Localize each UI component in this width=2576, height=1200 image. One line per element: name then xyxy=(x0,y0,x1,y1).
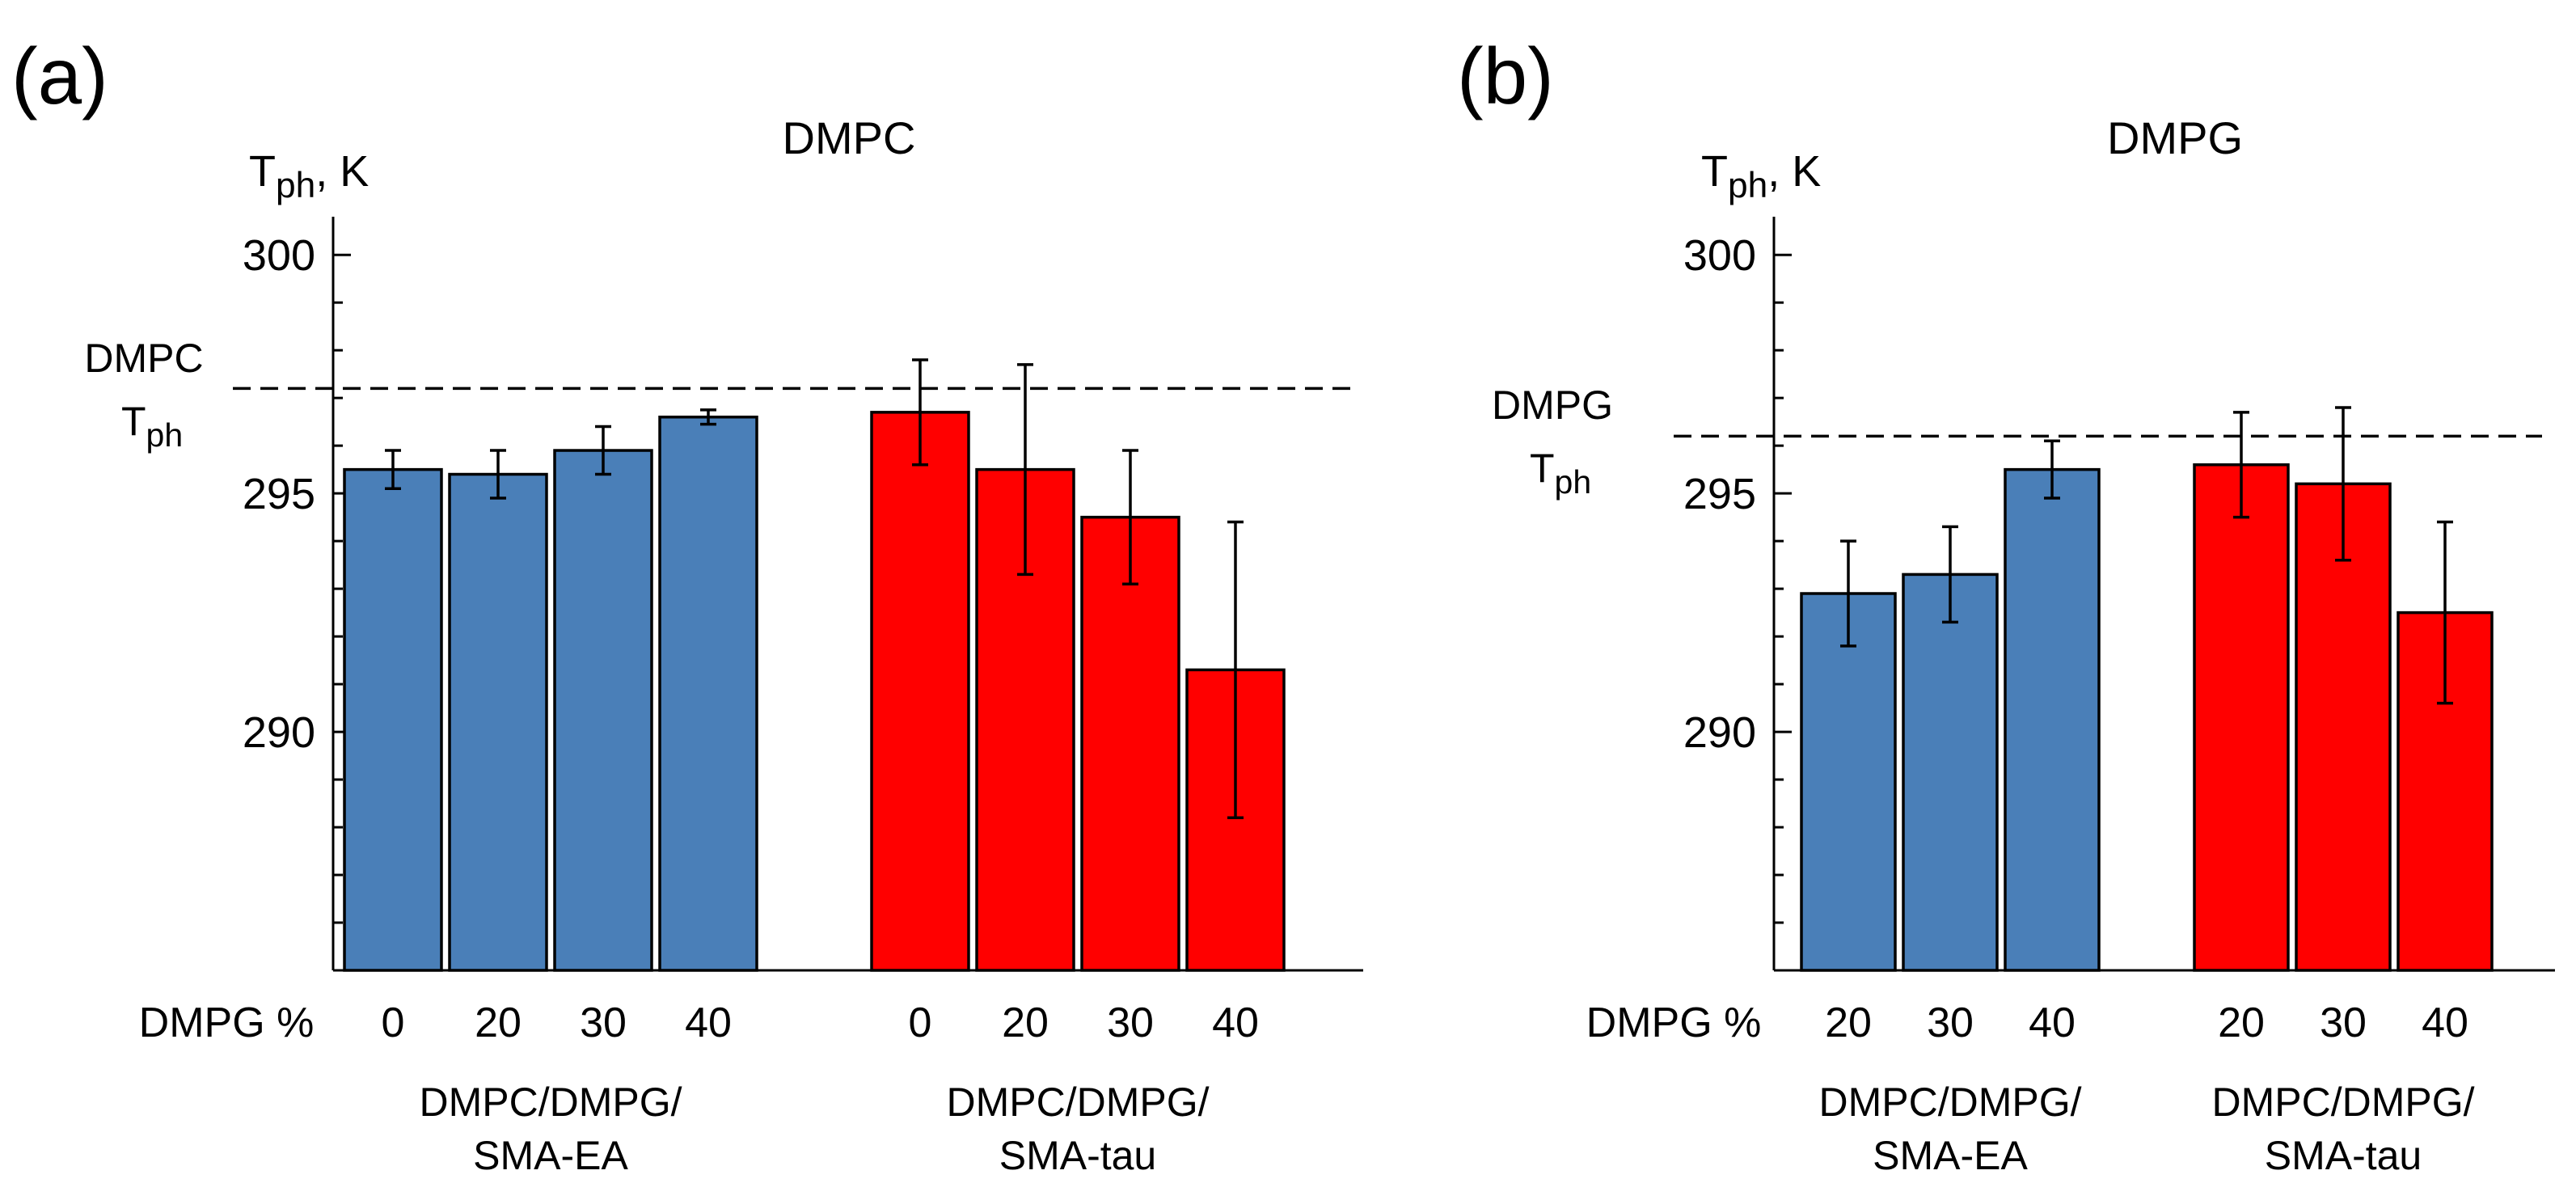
category-tick-label: 20 xyxy=(1825,999,1872,1046)
reference-label-tph: Tph xyxy=(1530,446,1591,501)
bar xyxy=(2295,482,2392,972)
y-axis-label-main: T xyxy=(249,147,276,196)
category-tick-label: 40 xyxy=(2422,999,2468,1046)
category-tick-label: 30 xyxy=(580,999,627,1046)
reference-label-tph: Tph xyxy=(121,399,183,454)
y-axis-label-unit: , K xyxy=(315,147,369,196)
group-label-line1: DMPC/DMPG/ xyxy=(1819,1080,2082,1125)
group-label-line2: SMA-tau xyxy=(2265,1133,2422,1178)
bar xyxy=(1902,573,1999,972)
y-axis-label: Tph, K xyxy=(1701,147,1821,205)
bar xyxy=(343,467,443,972)
y-tick-label: 290 xyxy=(1683,708,1756,757)
category-tick-label: 40 xyxy=(1212,999,1259,1046)
category-tick-label: 30 xyxy=(1927,999,1974,1046)
reference-label: DMPC xyxy=(84,336,203,381)
bar xyxy=(658,415,758,972)
reference-label-tph-sub: ph xyxy=(146,416,184,454)
panel-label: (b) xyxy=(1457,32,1554,120)
category-tick-label: 0 xyxy=(909,999,932,1046)
group-label-line1: DMPC/DMPG/ xyxy=(420,1080,682,1125)
category-tick-label: 20 xyxy=(2218,999,2265,1046)
category-tick-label: 20 xyxy=(1002,999,1049,1046)
reference-label: DMPG xyxy=(1492,382,1613,428)
y-tick-label: 300 xyxy=(1683,231,1756,280)
reference-label-tph-main: T xyxy=(121,399,146,444)
bar xyxy=(870,411,970,972)
category-axis-label: DMPG % xyxy=(1586,999,1762,1046)
group-label-line1: DMPC/DMPG/ xyxy=(947,1080,1210,1125)
category-tick-label: 20 xyxy=(475,999,522,1046)
bar xyxy=(2193,463,2290,972)
group-label-line2: SMA-EA xyxy=(1873,1133,2028,1178)
category-tick-label: 30 xyxy=(2320,999,2367,1046)
category-tick-label: 40 xyxy=(2029,999,2076,1046)
group-label-line1: DMPC/DMPG/ xyxy=(2212,1080,2475,1125)
y-axis-label: Tph, K xyxy=(249,147,369,205)
group-label-line2: SMA-EA xyxy=(473,1133,628,1178)
y-tick-label: 300 xyxy=(243,231,315,280)
bar xyxy=(448,472,548,972)
reference-label-tph-main: T xyxy=(1530,446,1555,491)
category-axis-label: DMPG % xyxy=(139,999,315,1046)
category-tick-label: 0 xyxy=(382,999,405,1046)
bar xyxy=(553,449,653,972)
reference-label-tph-sub: ph xyxy=(1555,463,1592,501)
y-axis-label-sub: ph xyxy=(276,166,315,205)
bar xyxy=(1800,592,1897,972)
category-tick-label: 40 xyxy=(685,999,732,1046)
chart-title: DMPG xyxy=(2107,112,2243,163)
y-axis-label-sub: ph xyxy=(1728,166,1767,205)
bar xyxy=(2004,467,2101,972)
y-tick-label: 290 xyxy=(243,708,315,757)
y-tick-label: 295 xyxy=(243,470,315,518)
y-axis-label-unit: , K xyxy=(1767,147,1821,196)
chart-title: DMPC xyxy=(783,112,916,163)
y-axis-label-main: T xyxy=(1701,147,1728,196)
bar xyxy=(1080,515,1180,972)
group-label-line2: SMA-tau xyxy=(999,1133,1157,1178)
panel-label: (a) xyxy=(11,32,108,120)
category-tick-label: 30 xyxy=(1107,999,1154,1046)
y-tick-label: 295 xyxy=(1683,470,1756,518)
